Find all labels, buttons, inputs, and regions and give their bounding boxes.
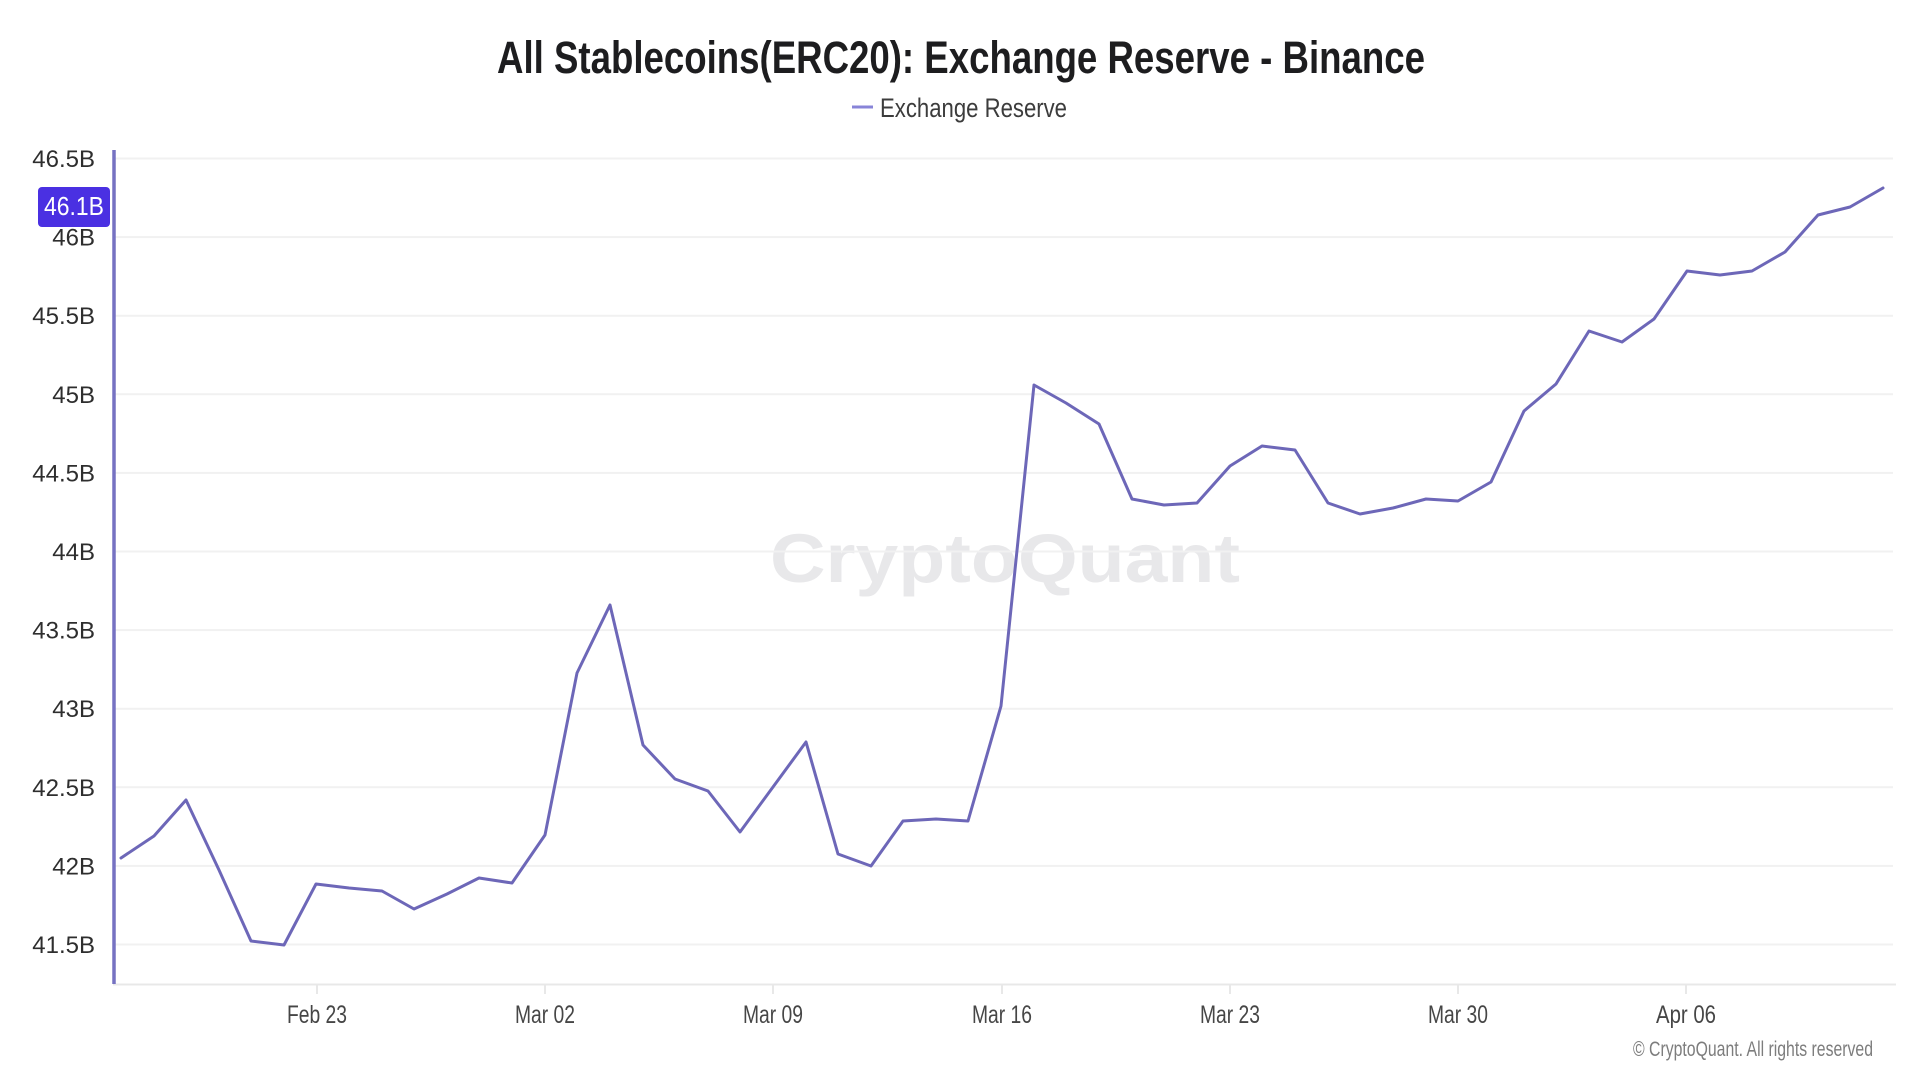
svg-text:44.5B: 44.5B <box>32 460 95 487</box>
svg-text:All Stablecoins(ERC20): Exchan: All Stablecoins(ERC20): Exchange Reserve… <box>497 32 1425 83</box>
svg-text:45.5B: 45.5B <box>32 303 95 330</box>
svg-text:44B: 44B <box>52 539 95 566</box>
svg-text:© CryptoQuant. All rights rese: © CryptoQuant. All rights reserved <box>1633 1038 1873 1061</box>
svg-text:41.5B: 41.5B <box>32 932 95 959</box>
svg-text:42.5B: 42.5B <box>32 775 95 802</box>
svg-text:43.5B: 43.5B <box>32 618 95 645</box>
svg-text:Exchange Reserve: Exchange Reserve <box>880 93 1067 123</box>
svg-text:Mar 16: Mar 16 <box>972 1001 1032 1029</box>
svg-text:Mar 02: Mar 02 <box>515 1001 575 1029</box>
svg-text:46B: 46B <box>52 225 95 252</box>
svg-text:Feb 23: Feb 23 <box>287 1001 347 1029</box>
svg-text:Apr 06: Apr 06 <box>1656 1001 1716 1029</box>
svg-text:CryptoQuant: CryptoQuant <box>770 520 1240 597</box>
svg-text:45B: 45B <box>52 382 95 409</box>
svg-text:Mar 09: Mar 09 <box>743 1001 803 1029</box>
svg-text:46.1B: 46.1B <box>44 191 104 221</box>
svg-text:Mar 30: Mar 30 <box>1428 1001 1488 1029</box>
svg-text:Mar 23: Mar 23 <box>1200 1001 1260 1029</box>
svg-text:43B: 43B <box>52 696 95 723</box>
svg-text:42B: 42B <box>52 853 95 880</box>
svg-text:46.5B: 46.5B <box>32 146 95 173</box>
